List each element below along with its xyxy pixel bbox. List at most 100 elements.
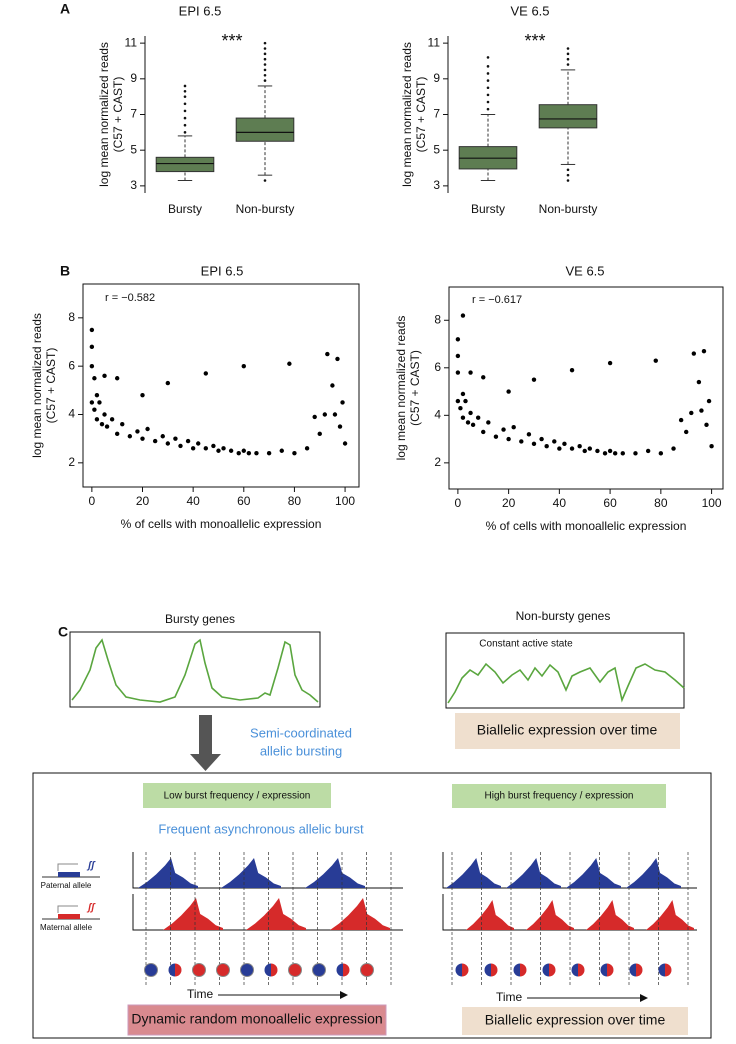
point — [587, 446, 593, 451]
point — [607, 360, 613, 366]
outlier — [566, 173, 570, 177]
x-tick-label: 0 — [89, 494, 96, 508]
point — [689, 410, 694, 416]
outlier — [486, 100, 490, 104]
promoter — [57, 905, 78, 913]
point — [312, 414, 317, 420]
panel-label: C — [58, 624, 68, 640]
cell-state — [455, 963, 462, 977]
cell-state — [271, 963, 278, 977]
biallelic-box — [462, 1007, 688, 1035]
y-tick-label: 5 — [130, 142, 137, 156]
bursty-wave — [71, 638, 319, 703]
x-tick-label: Non-bursty — [539, 202, 598, 216]
x-tick-label: 100 — [702, 496, 722, 510]
outlier — [486, 65, 490, 68]
x-tick-label: Bursty — [168, 202, 202, 216]
annotation: *** — [524, 31, 545, 51]
burst-peak — [163, 898, 223, 930]
point — [97, 400, 102, 405]
outlier — [566, 63, 570, 66]
point — [481, 429, 486, 435]
point — [645, 448, 651, 454]
point — [468, 370, 473, 375]
point — [455, 370, 461, 375]
point — [221, 446, 226, 451]
annotation: r = −0.582 — [105, 292, 155, 304]
burst-peak — [246, 898, 306, 930]
outlier — [566, 57, 570, 61]
x-tick-label: 40 — [553, 496, 567, 510]
panel-label: A — [60, 1, 70, 17]
outlier — [183, 84, 187, 88]
y-tick-label: 11 — [125, 35, 138, 49]
y-tick-label: 8 — [68, 310, 75, 324]
point — [254, 450, 259, 456]
y-axis-label: log mean normalized reads — [97, 42, 111, 187]
cell-state — [513, 963, 520, 977]
outlier — [183, 123, 187, 127]
burst-peak — [466, 900, 514, 930]
point — [120, 421, 125, 427]
paternal-gene — [58, 872, 80, 877]
outlier — [566, 52, 570, 56]
point — [114, 431, 120, 437]
outlier — [486, 72, 490, 75]
point — [460, 391, 466, 397]
outlier — [566, 179, 570, 182]
outlier — [263, 41, 267, 45]
outlier — [486, 93, 490, 97]
burst-peak — [626, 858, 681, 888]
point — [173, 436, 178, 441]
bursty-box — [69, 631, 321, 708]
burst-peak — [646, 900, 694, 930]
x-tick-label: 40 — [186, 494, 200, 508]
transcript-icon: ʃʃ — [86, 903, 96, 914]
point — [325, 351, 330, 357]
burst-peak — [526, 900, 574, 930]
outlier — [263, 79, 267, 82]
biallelic-box — [455, 713, 680, 749]
x-tick-label: 0 — [455, 496, 462, 510]
y-axis-label: log mean normalized reads — [400, 42, 414, 187]
outlier — [183, 109, 187, 113]
point — [552, 439, 557, 444]
cell-state — [600, 963, 607, 977]
point — [696, 379, 702, 385]
time-label: Time — [187, 987, 214, 1001]
panel-c: C Bursty genes Non-bursty genes Constant… — [32, 609, 712, 1039]
promoter — [57, 863, 78, 871]
point — [577, 444, 582, 449]
point — [99, 421, 105, 427]
point — [89, 400, 95, 405]
chart-title: EPI 6.5 — [179, 3, 222, 18]
point — [602, 451, 608, 456]
y-axis-label: (C57 + CAST) — [408, 350, 422, 426]
point — [658, 451, 664, 456]
point — [481, 375, 486, 380]
point — [241, 448, 246, 453]
point — [612, 451, 618, 456]
plot-frame — [448, 286, 724, 490]
point — [506, 389, 511, 394]
outlier — [263, 57, 267, 61]
outlier — [486, 86, 490, 90]
point — [317, 431, 322, 437]
point — [486, 420, 491, 425]
point — [470, 422, 476, 428]
point — [92, 376, 97, 381]
maternal-label: Maternal allele — [40, 923, 93, 932]
point — [531, 377, 537, 382]
point — [607, 448, 613, 454]
y-tick-label: 7 — [130, 107, 137, 121]
point — [562, 441, 567, 447]
outlier — [486, 56, 490, 59]
y-tick-label: 2 — [434, 455, 441, 469]
point — [135, 429, 140, 434]
point — [94, 417, 100, 422]
point — [94, 392, 100, 398]
x-tick-label: 20 — [502, 496, 516, 510]
chart-title: EPI 6.5 — [201, 263, 244, 278]
x-tick-label: Non-bursty — [236, 202, 295, 216]
outlier — [263, 63, 267, 66]
